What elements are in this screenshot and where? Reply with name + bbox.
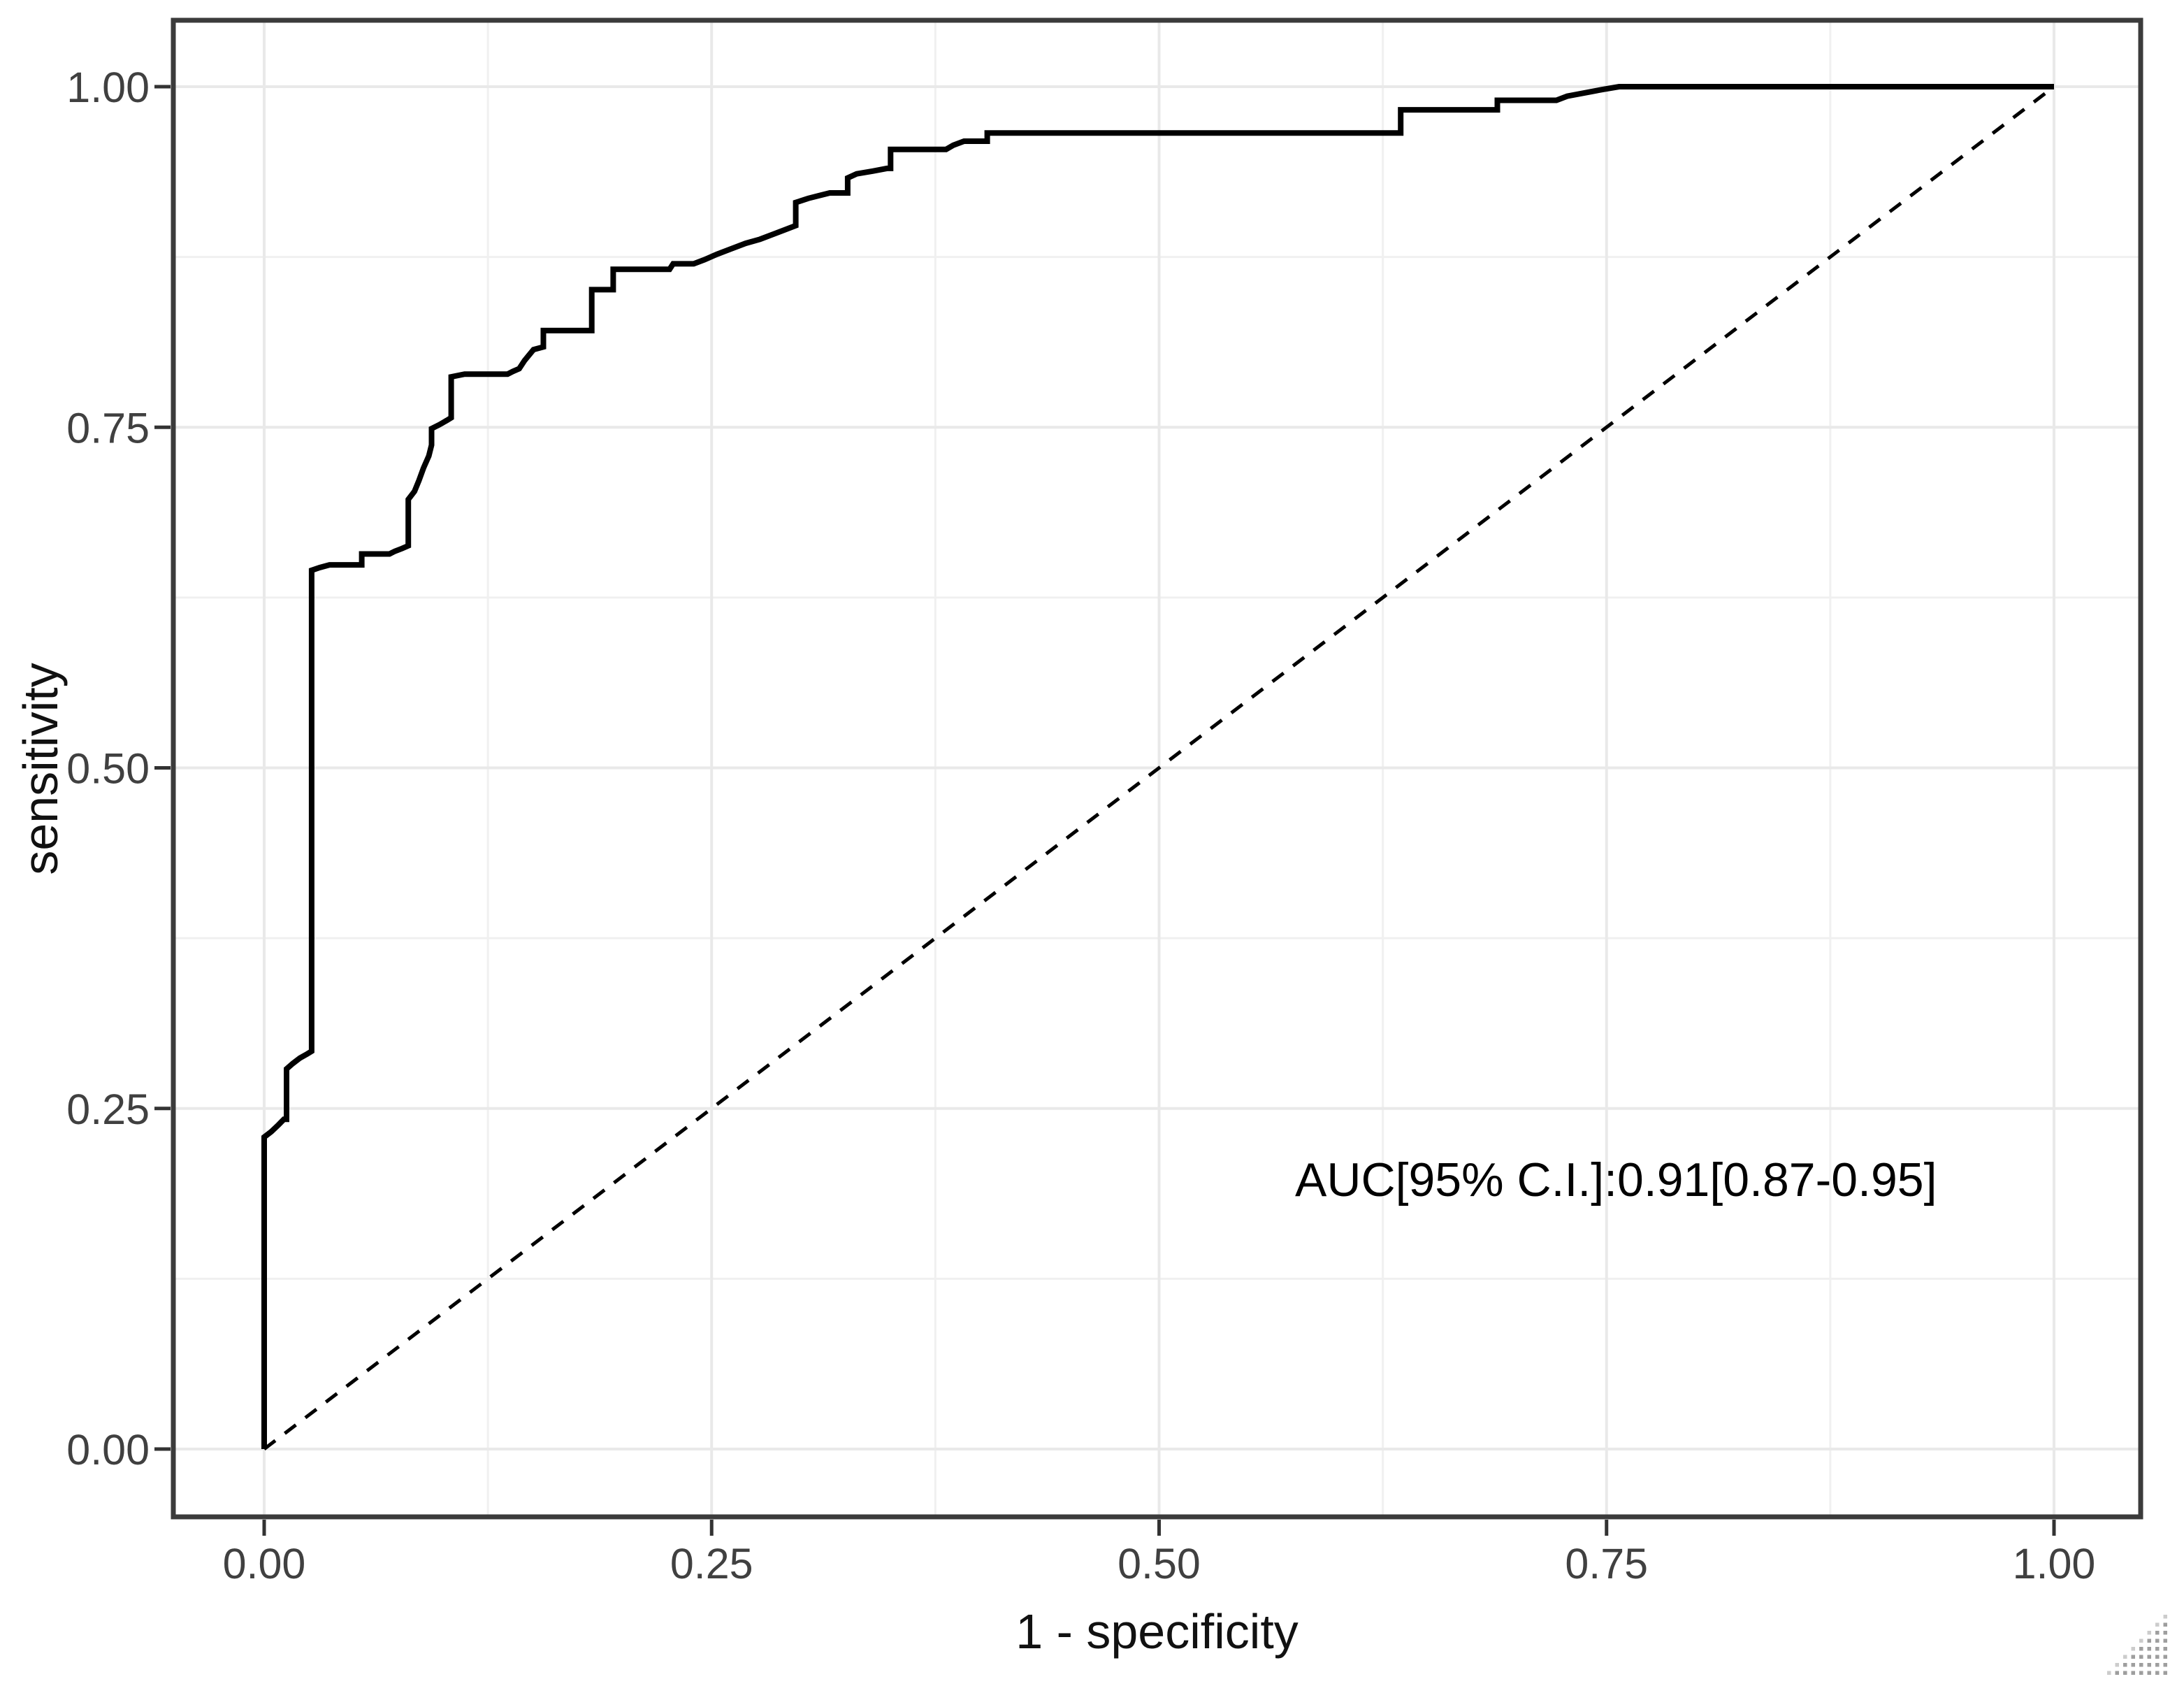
panel-border: [171, 17, 2143, 1520]
resize-grip-dot: [2163, 1631, 2167, 1635]
x-tick-label: 0.25: [670, 1540, 753, 1587]
x-axis-title: 1 - specificity: [1015, 1604, 1299, 1659]
y-tick-label: 0.50: [66, 745, 150, 793]
auc-annotation: AUC[95% C.I.]:0.91[0.87-0.95]: [1295, 1153, 1937, 1206]
x-tick-label: 1.00: [2013, 1540, 2096, 1587]
resize-grip-dot: [2163, 1615, 2167, 1619]
resize-grip-dot: [2115, 1671, 2119, 1675]
resize-grip-dot: [2147, 1671, 2151, 1675]
resize-grip-dot: [2139, 1663, 2143, 1667]
resize-grip-dot: [2155, 1655, 2160, 1659]
resize-grip-dot: [2155, 1647, 2160, 1651]
resize-grip-dot: [2131, 1671, 2135, 1675]
resize-grip-dot: [2139, 1671, 2143, 1675]
y-tick-label: 0.25: [66, 1086, 150, 1133]
resize-grip-dot: [2163, 1622, 2167, 1627]
resize-grip-dot: [2147, 1655, 2151, 1659]
resize-grip-dot: [2131, 1655, 2135, 1659]
resize-grip-dot: [2139, 1638, 2143, 1643]
resize-grip-dot: [2131, 1663, 2135, 1667]
resize-grip-dot: [2155, 1638, 2160, 1643]
x-tick-label: 0.50: [1118, 1540, 1201, 1587]
resize-grip-dot: [2147, 1647, 2151, 1651]
resize-grip-dot: [2155, 1622, 2160, 1627]
resize-grip-dot: [2123, 1655, 2127, 1659]
y-axis-title: sensitivity: [13, 663, 68, 875]
resize-grip-dot: [2131, 1647, 2135, 1651]
resize-grip-dot: [2107, 1671, 2111, 1675]
window-resize-grip-icon[interactable]: [2107, 1615, 2171, 1679]
resize-grip-dot: [2163, 1647, 2167, 1651]
resize-grip-dot: [2139, 1647, 2143, 1651]
resize-grip-dot: [2163, 1638, 2167, 1643]
resize-grip-dot: [2139, 1655, 2143, 1659]
roc-curve: [261, 84, 2054, 1449]
resize-grip-dot: [2147, 1638, 2151, 1643]
y-tick-label: 0.00: [66, 1426, 150, 1474]
x-tick-label: 0.75: [1565, 1540, 1648, 1587]
y-tick-label: 0.75: [66, 404, 150, 452]
resize-grip-dot: [2115, 1663, 2119, 1667]
resize-grip-dot: [2123, 1663, 2127, 1667]
resize-grip-dot: [2155, 1631, 2160, 1635]
resize-grip-dot: [2163, 1655, 2167, 1659]
resize-grip-dot: [2155, 1671, 2160, 1675]
resize-grip-dot: [2147, 1663, 2151, 1667]
y-tick-label: 1.00: [66, 64, 150, 111]
resize-grip-dot: [2147, 1631, 2151, 1635]
resize-grip-dot: [2123, 1671, 2127, 1675]
x-tick-label: 0.00: [223, 1540, 306, 1587]
resize-grip-dot: [2155, 1663, 2160, 1667]
resize-grip-dot: [2163, 1671, 2167, 1675]
resize-grip-dot: [2163, 1663, 2167, 1667]
chance-line: [263, 85, 2055, 1450]
